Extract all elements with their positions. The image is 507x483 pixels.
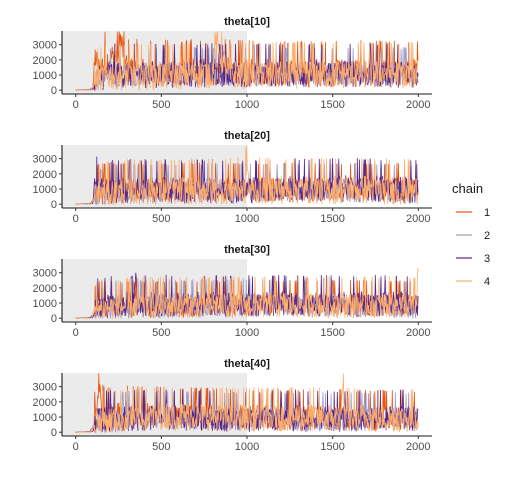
trace-line-chain-4 [75,373,419,433]
y-tick-label: 3000 [33,382,57,394]
panel-title: theta[40] [224,358,270,370]
y-tick-label: 1000 [33,298,57,310]
trace-line-chain-4 [75,31,419,91]
y-tick-label: 2000 [33,169,57,181]
panel-title: theta[20] [224,130,270,142]
x-tick-label: 0 [73,213,79,225]
x-tick-label: 500 [152,213,170,225]
legend-label-chain-4: 4 [484,276,490,288]
x-tick-label: 2000 [406,327,430,339]
x-tick-label: 500 [152,327,170,339]
legend-label-chain-1: 1 [484,207,490,219]
x-tick-label: 2000 [406,213,430,225]
trace-panel-4: theta[40] 0 1000 2000 3000 0 500 1000 1500 2000 [33,358,432,453]
y-tick-label: 1000 [33,70,57,82]
y-tick-label: 3000 [33,154,57,166]
x-tick-label: 1500 [320,441,344,453]
x-tick-label: 1500 [320,327,344,339]
y-tick-label: 1000 [33,412,57,424]
x-tick-label: 0 [73,441,79,453]
x-tick-label: 1500 [320,99,344,111]
legend-label-chain-3: 3 [484,253,490,265]
x-tick-label: 1000 [235,327,259,339]
y-tick-label: 2000 [33,283,57,295]
trace-line-chain-4 [75,145,418,205]
y-tick-label: 3000 [33,268,57,280]
trace-panel-1: theta[10] 0 1000 2000 3000 0 500 1000 1500 2000 [33,16,432,111]
x-tick-label: 0 [73,327,79,339]
panel-title: theta[30] [224,244,270,256]
x-tick-label: 1000 [235,441,259,453]
trace-line-chain-4 [75,267,419,319]
x-tick-label: 500 [152,99,170,111]
x-tick-label: 1000 [235,213,259,225]
legend-label-chain-2: 2 [484,230,490,242]
panel-title: theta[10] [224,16,270,28]
x-tick-label: 1000 [235,99,259,111]
x-tick-label: 500 [152,441,170,453]
y-tick-label: 1000 [33,184,57,196]
y-tick-label: 2000 [33,397,57,409]
x-tick-label: 0 [73,99,79,111]
legend-title: chain [452,181,483,196]
y-tick-label: 0 [51,313,57,325]
y-tick-label: 0 [51,427,57,439]
x-tick-label: 1500 [320,213,344,225]
y-tick-label: 2000 [33,55,57,67]
x-tick-label: 2000 [406,441,430,453]
y-tick-label: 0 [51,85,57,97]
x-tick-label: 2000 [406,99,430,111]
trace-panel-3: theta[30] 0 1000 2000 3000 0 500 1000 1500 2000 [33,244,432,339]
y-tick-label: 3000 [33,40,57,52]
y-tick-label: 0 [51,199,57,211]
trace-panel-2: theta[20] 0 1000 2000 3000 0 500 1000 1500 2000 [33,130,432,225]
